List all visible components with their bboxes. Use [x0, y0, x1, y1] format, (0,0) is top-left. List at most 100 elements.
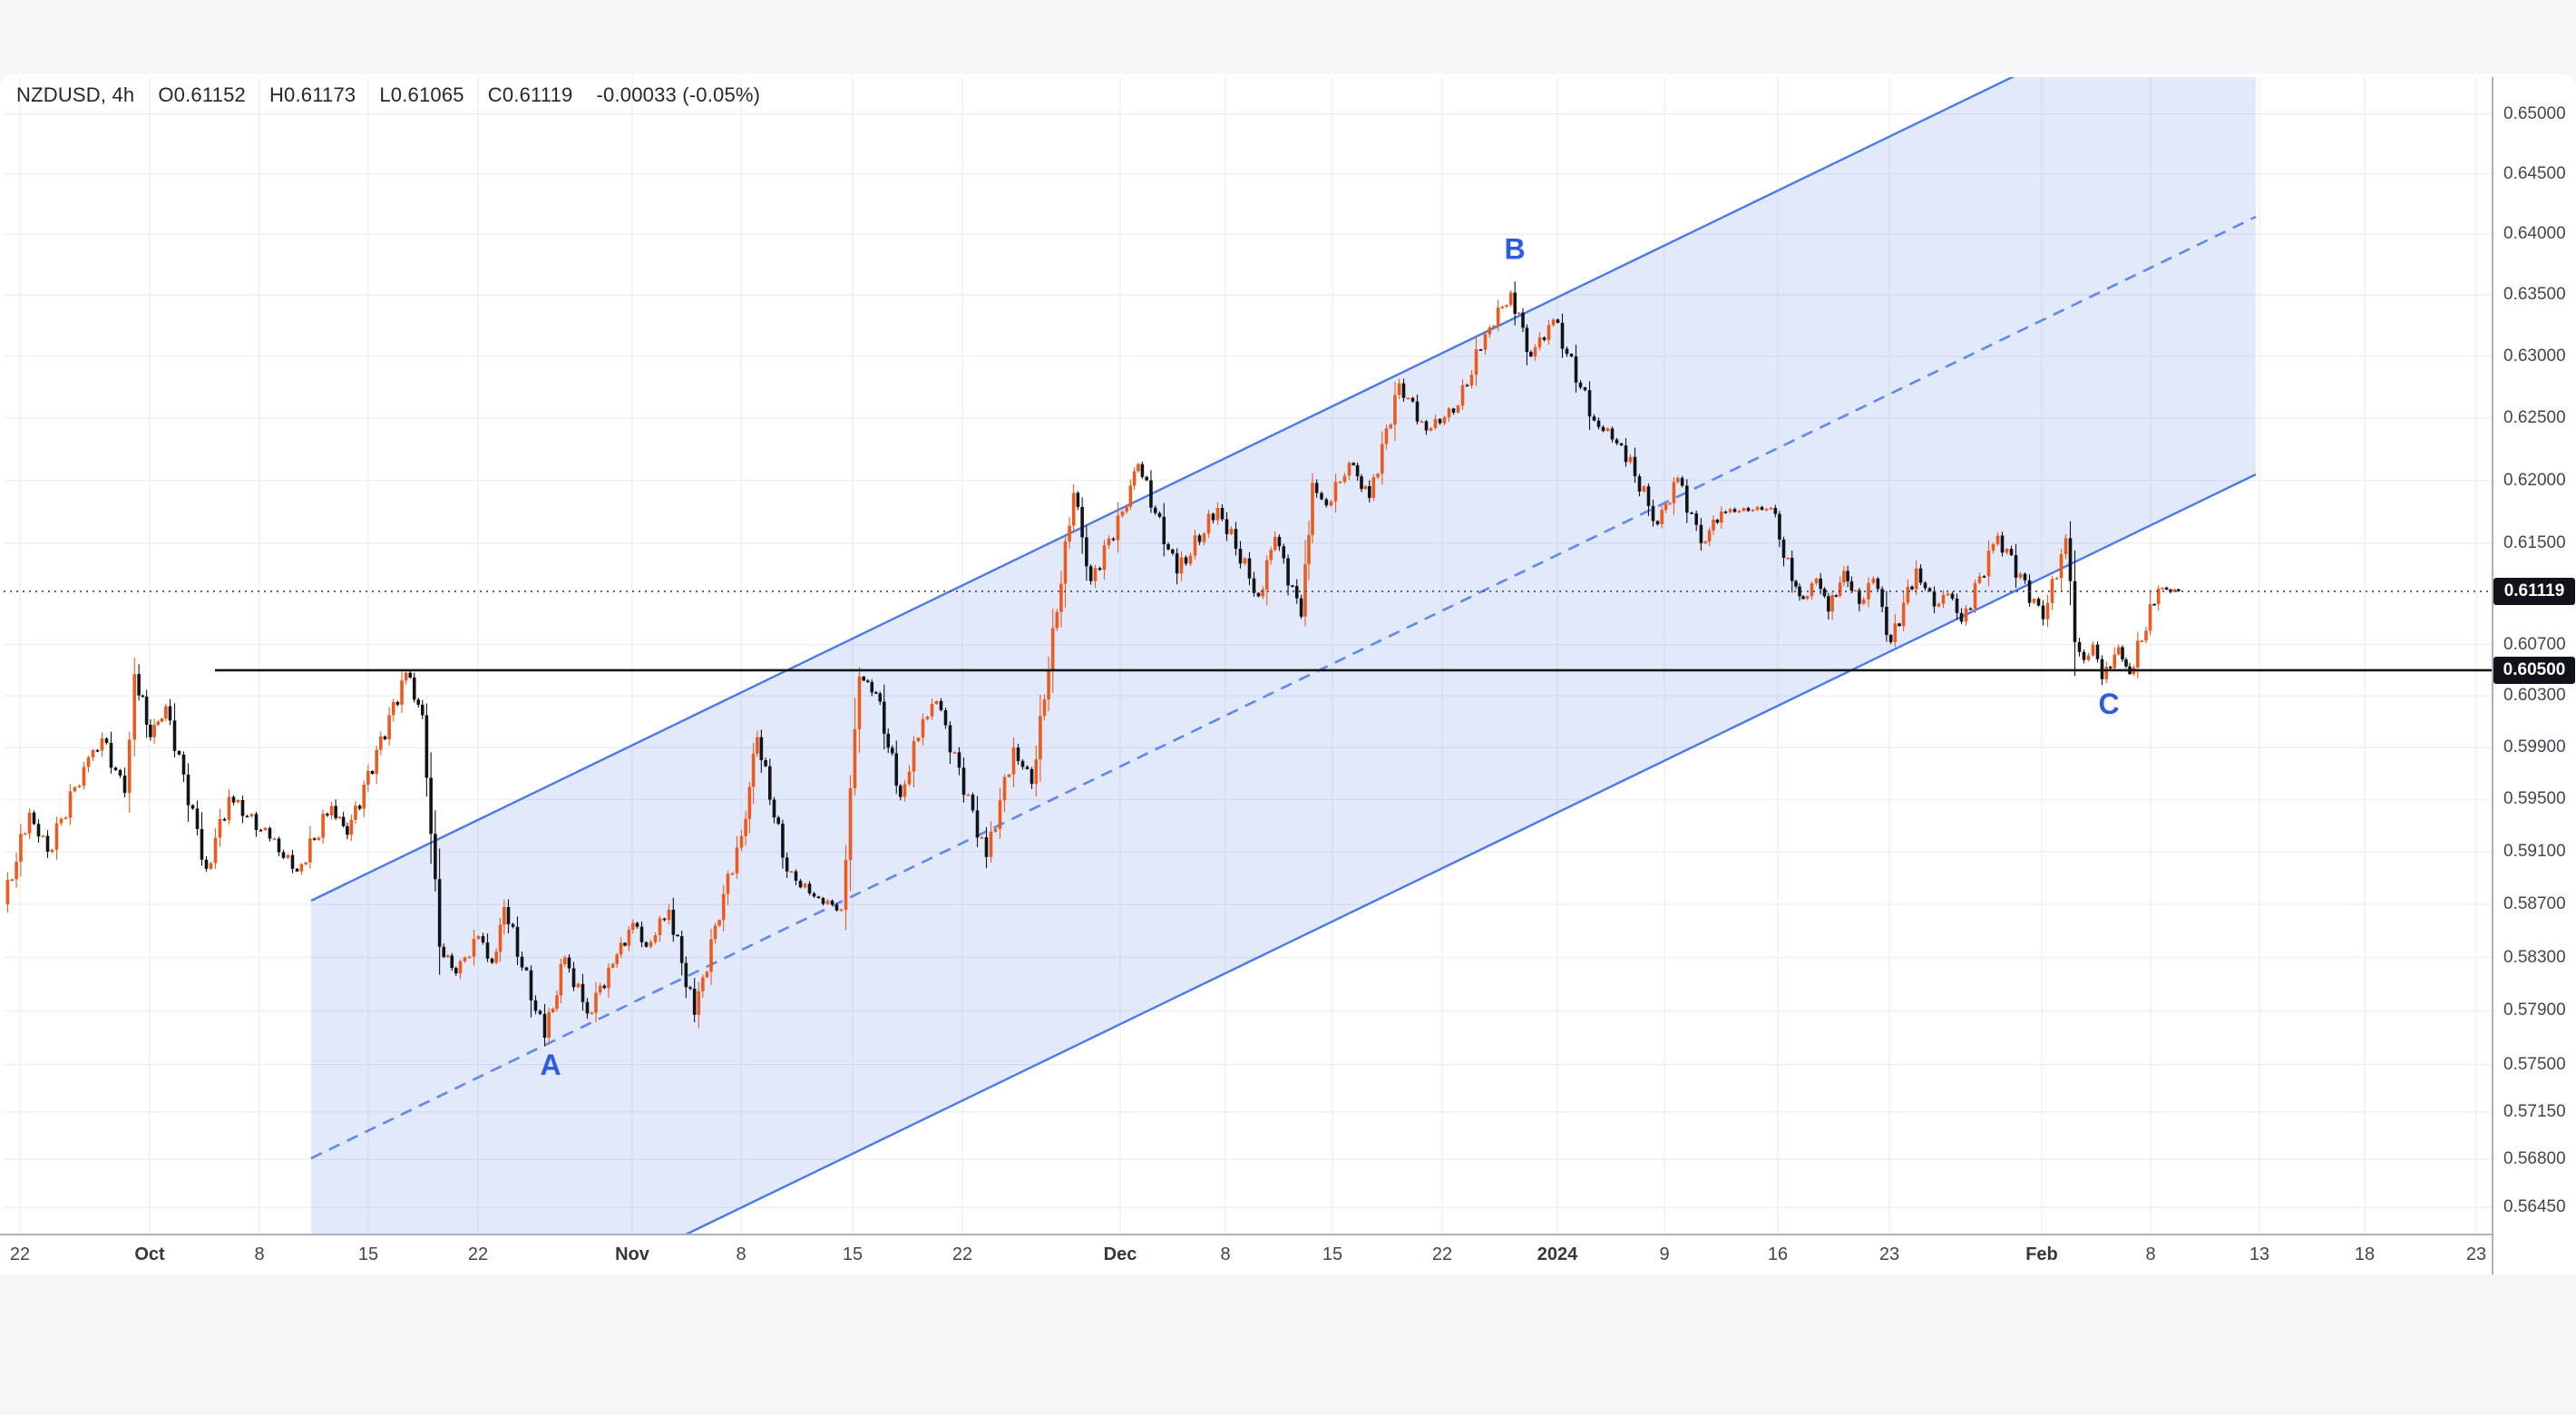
candle-body	[1867, 582, 1870, 600]
candle-body	[1542, 337, 1547, 340]
candle-body	[1712, 520, 1715, 531]
candle-body	[1660, 510, 1664, 524]
candle-body	[113, 767, 118, 770]
candle-body	[1071, 493, 1076, 526]
candle-body	[2152, 604, 2156, 606]
candle-body	[82, 766, 86, 786]
candle-body	[195, 808, 200, 830]
candle-body	[2023, 573, 2027, 581]
candle-body	[286, 854, 290, 858]
candle-body	[1769, 507, 1773, 510]
candle-body	[156, 721, 161, 726]
candle-body	[1888, 635, 1893, 642]
candle-body	[1814, 578, 1819, 584]
candle-body	[776, 817, 781, 825]
candle-body	[32, 812, 36, 825]
candle-body	[1314, 483, 1319, 493]
page-top-strip	[0, 0, 2576, 73]
candle-body	[63, 817, 68, 820]
channel-midline-dashed	[310, 215, 2257, 1160]
candle-body	[149, 725, 152, 737]
candle-body	[2136, 640, 2140, 668]
candle-body	[2014, 555, 2018, 578]
price-axis-label: 0.63000	[2503, 346, 2566, 366]
candle-body	[1672, 482, 1676, 503]
candle-body	[2116, 647, 2121, 655]
time-axis-tick: 13	[2249, 1244, 2270, 1264]
time-axis-tick: 15	[357, 1244, 379, 1264]
candle-body	[23, 833, 27, 835]
candle-body	[59, 818, 63, 824]
candle-body	[1291, 585, 1294, 588]
price-axis-label: 0.60300	[2503, 686, 2566, 706]
candle-body	[240, 800, 245, 816]
candle-body	[930, 704, 934, 717]
candle-body	[1537, 337, 1542, 347]
candle-body	[1583, 387, 1587, 391]
candle-body	[160, 718, 164, 722]
candle-body	[2050, 579, 2054, 603]
candle-body	[91, 750, 95, 757]
candle-body	[1732, 509, 1737, 512]
candle-body	[1303, 564, 1307, 617]
candle-body	[1355, 464, 1360, 477]
candle-body	[349, 819, 354, 835]
candle-body	[1646, 486, 1651, 506]
candle-body	[744, 818, 747, 836]
candle-body	[2091, 644, 2095, 656]
candle-body	[2095, 644, 2100, 659]
candle-body	[190, 805, 195, 809]
candle-body	[1050, 628, 1055, 671]
candle-body	[1898, 623, 1901, 627]
candle-body	[816, 896, 821, 899]
candle-body	[1068, 525, 1071, 542]
time-axis-tick: 8	[2145, 1244, 2156, 1264]
candle-body	[152, 725, 156, 737]
candle-body	[756, 737, 759, 754]
candle-body	[1794, 581, 1798, 587]
candle-body	[989, 831, 993, 857]
candle-body	[177, 751, 181, 755]
candle-body	[2036, 599, 2041, 606]
candle-body	[524, 967, 529, 971]
candle-body	[1587, 390, 1592, 417]
candle-body	[1269, 550, 1273, 561]
candle-body	[168, 706, 172, 721]
candle-body	[424, 715, 429, 778]
price-axis-label: 0.59900	[2503, 737, 2566, 757]
candle-body	[1342, 475, 1347, 483]
time-axis-tick: 9	[1659, 1244, 1670, 1264]
candle-body	[916, 737, 921, 742]
candle-body	[957, 752, 961, 768]
candle-body	[445, 955, 450, 958]
candle-body	[1624, 445, 1628, 463]
candle-body	[1968, 608, 1973, 610]
candle-body	[767, 766, 772, 800]
time-axis-tick: Oct	[134, 1244, 165, 1264]
candle-body	[1810, 583, 1814, 597]
time-axis-tick: 15	[842, 1244, 864, 1264]
candle-body	[781, 824, 785, 858]
candle-body	[2000, 535, 2005, 553]
candle-body	[1351, 463, 1355, 465]
candle-body	[137, 674, 141, 696]
candle-body	[1025, 766, 1029, 769]
candle-body	[1798, 586, 1801, 597]
candle-body	[679, 936, 684, 963]
candle-body	[1433, 419, 1438, 428]
candle-body	[45, 835, 50, 853]
candle-body	[299, 864, 304, 872]
candle-body	[894, 753, 899, 786]
wave-label-C: C	[2098, 688, 2119, 720]
candle-body	[639, 926, 644, 942]
wave-label-A: A	[540, 1049, 561, 1081]
candle-body	[1801, 596, 1805, 600]
candle-body	[1556, 319, 1560, 323]
candle-body	[627, 929, 631, 946]
candle-body	[1565, 348, 1569, 355]
candle-body	[1690, 512, 1693, 514]
candle-body	[1211, 513, 1215, 521]
candle-body	[1125, 506, 1128, 512]
candle-body	[1764, 509, 1769, 511]
